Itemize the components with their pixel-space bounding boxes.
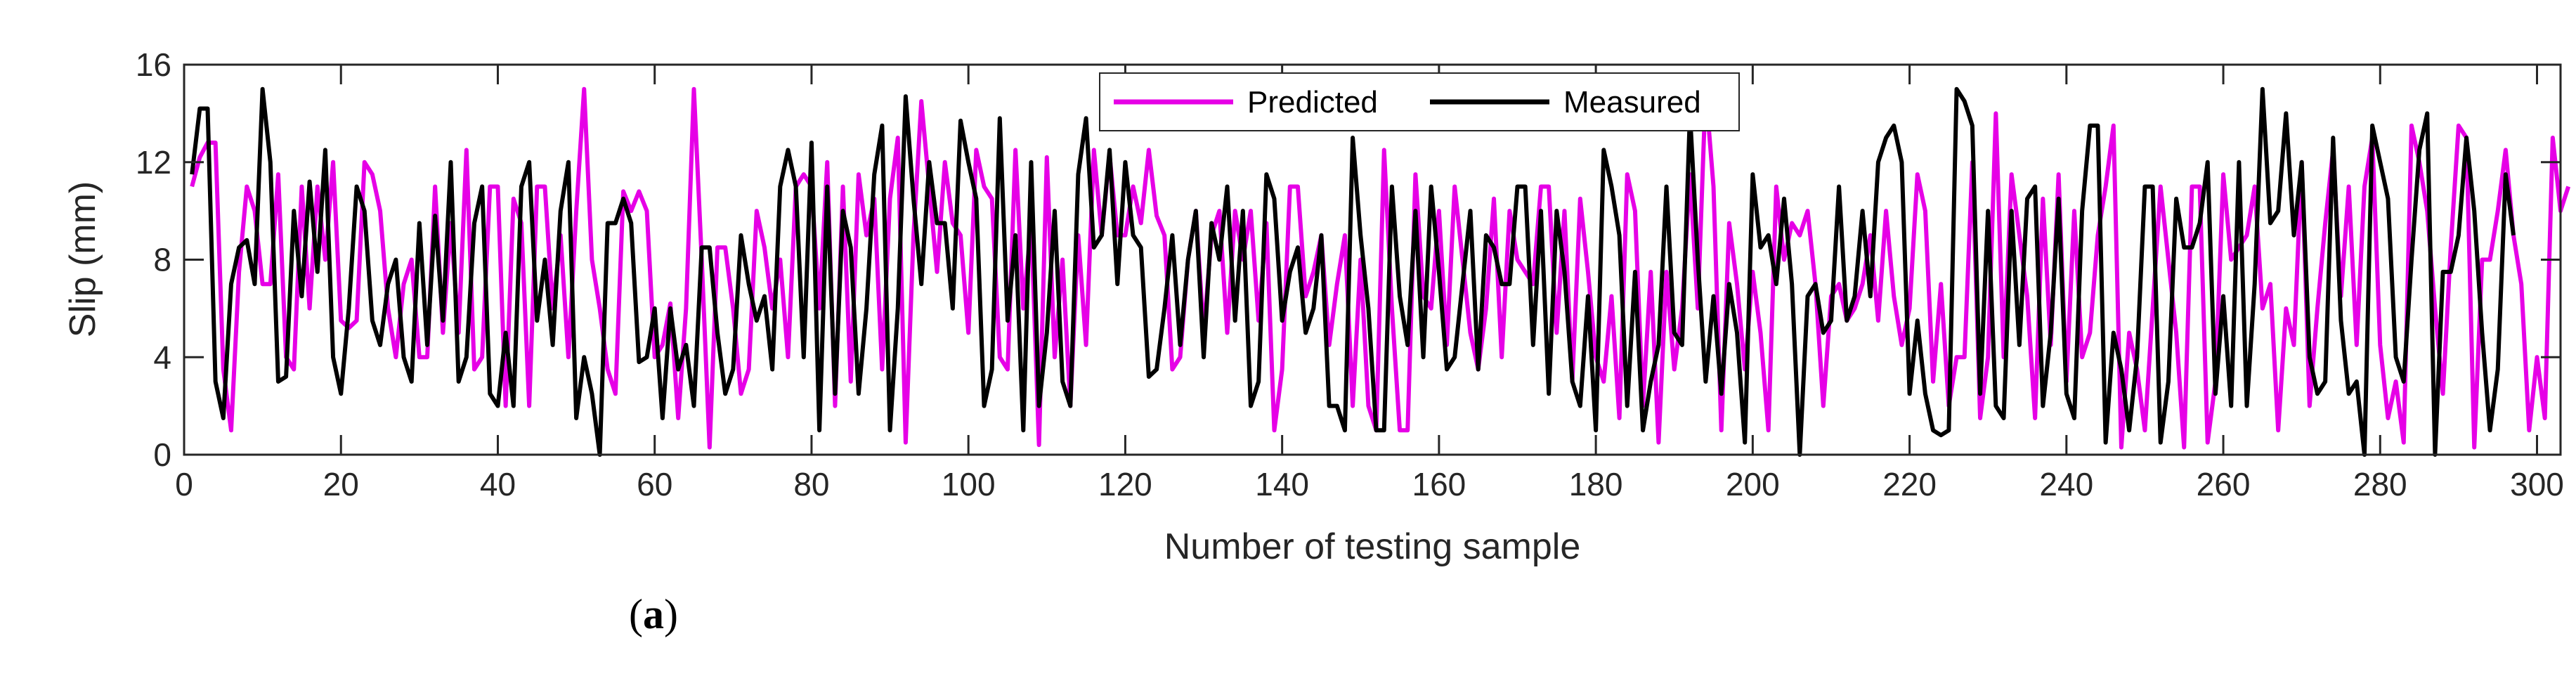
x-tick-label: 300 [2510, 466, 2564, 502]
x-tick-label: 40 [480, 466, 516, 502]
y-tick-label: 4 [153, 339, 171, 375]
x-tick-label: 0 [175, 466, 193, 502]
x-tick-label: 220 [1882, 466, 1937, 502]
x-tick-label: 260 [2197, 466, 2251, 502]
x-axis-label: Number of testing sample [1164, 526, 1581, 567]
y-tick-label: 16 [136, 46, 171, 83]
caption-open-paren: ( [629, 591, 643, 637]
x-tick-label: 240 [2039, 466, 2093, 502]
legend-measured-label: Measured [1563, 85, 1701, 119]
series-line-measured [190, 86, 2516, 457]
x-tick-label: 140 [1255, 466, 1309, 502]
caption-close-paren: ) [664, 591, 678, 637]
y-tick-label: 8 [153, 242, 171, 278]
x-tick-label: 180 [1569, 466, 1623, 502]
x-tick-label: 60 [637, 466, 672, 502]
x-tick-label: 120 [1098, 466, 1152, 502]
legend: Predicted Measured [1099, 72, 1740, 131]
x-tick-label: 80 [793, 466, 829, 502]
x-tick-label: 20 [323, 466, 359, 502]
figure-caption: (a) [0, 590, 1307, 639]
y-tick-label: 12 [136, 144, 171, 181]
y-axis-label: Slip (mm) [63, 181, 103, 337]
x-tick-label: 100 [942, 466, 996, 502]
caption-letter: a [643, 591, 664, 637]
x-tick-label: 160 [1412, 466, 1466, 502]
x-tick-label: 200 [1726, 466, 1780, 502]
y-tick-label: 0 [153, 436, 171, 473]
legend-predicted-label: Predicted [1247, 85, 1378, 119]
x-tick-label: 280 [2353, 466, 2407, 502]
